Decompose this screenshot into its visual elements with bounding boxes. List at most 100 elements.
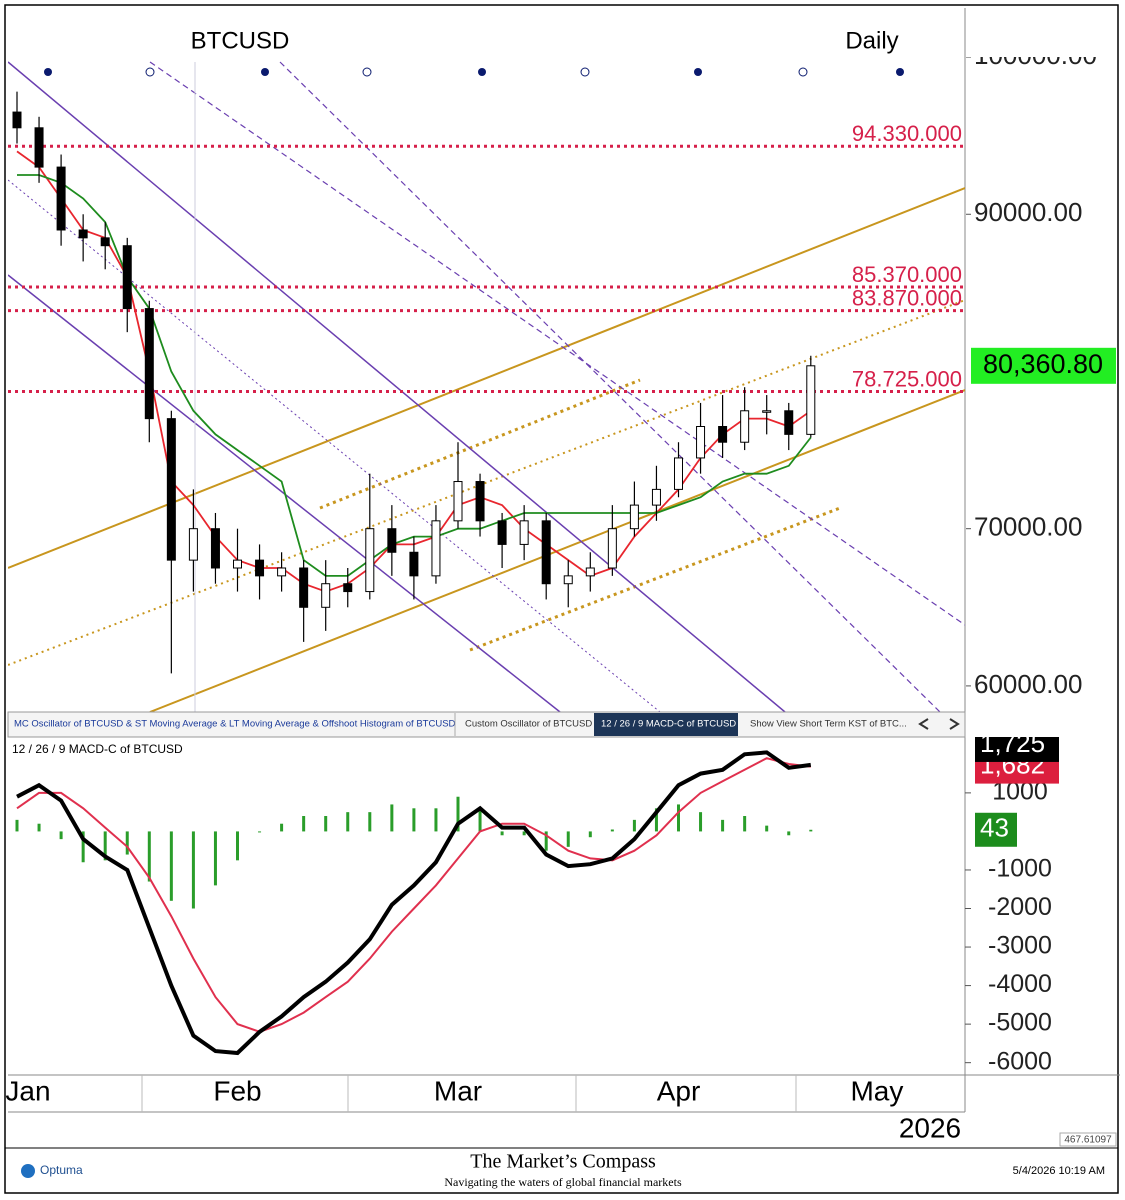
x-tick-label: Apr	[657, 1075, 701, 1106]
tab[interactable]: Custom Oscillator of BTCUSD	[465, 719, 592, 730]
candle-body	[233, 559, 242, 569]
macd-title: 12 / 26 / 9 MACD-C of BTCUSD	[12, 742, 183, 756]
price-axis: 60000.00 70000.00 90000.00 100000.00	[966, 40, 1097, 699]
tab[interactable]: 12 / 26 / 9 MACD-C of BTCUSD	[601, 719, 736, 730]
histogram-bar	[654, 808, 658, 832]
y-tick-label: -3000	[988, 932, 1052, 960]
candle-body	[409, 551, 419, 577]
histogram-bar	[368, 812, 372, 832]
candle-body	[453, 481, 463, 522]
candle-body	[277, 567, 287, 577]
histogram-bar	[456, 796, 460, 832]
candle-body	[100, 237, 110, 247]
brand-icon	[21, 1164, 35, 1178]
tab-bar	[7, 711, 966, 738]
candle-body	[365, 528, 375, 593]
tab-prev[interactable]	[918, 718, 929, 730]
candle-body	[762, 410, 772, 413]
candle-body	[321, 583, 331, 608]
symbol-title: BTCUSD	[191, 27, 290, 54]
histogram-bar	[213, 831, 217, 886]
candle-body	[563, 575, 573, 585]
candle-body	[696, 426, 706, 459]
timestamp: 5/4/2026 10:19 AM	[1013, 1165, 1105, 1177]
candle-body	[431, 520, 441, 577]
histogram-bar	[500, 831, 504, 836]
y-tick-label: -6000	[988, 1047, 1052, 1075]
footer-tagline: Navigating the waters of global financia…	[444, 1175, 682, 1189]
candle-body	[475, 481, 485, 522]
histogram-bar	[346, 812, 350, 832]
line	[16, 757, 811, 1033]
histogram-bar	[412, 808, 416, 832]
candle-body	[784, 410, 794, 435]
candle-body	[12, 111, 22, 129]
histogram-bar	[478, 808, 482, 832]
last-price-label: 80,360.80	[983, 349, 1103, 379]
value-box	[975, 737, 1059, 762]
histogram-bar	[699, 812, 703, 832]
y-tick-label: 90000.00	[974, 197, 1082, 227]
candle-body	[34, 127, 44, 168]
readout-box	[1059, 1132, 1117, 1147]
month-separators	[141, 1075, 797, 1112]
brand: Optuma	[40, 1163, 83, 1177]
histogram-bar	[169, 831, 173, 901]
y-tick-label: -4000	[988, 970, 1052, 998]
candle-body	[144, 308, 154, 420]
candle-body	[210, 528, 220, 569]
y-tick-label: 70000.00	[974, 512, 1082, 542]
histogram-bar	[236, 831, 239, 861]
x-tick-label: May	[850, 1075, 903, 1106]
y-tick-label: 100000.00	[974, 40, 1097, 70]
histogram-bar	[258, 831, 262, 833]
candle-body	[740, 410, 750, 443]
histogram-bar	[125, 831, 129, 855]
histogram-bar	[522, 831, 526, 836]
histogram-bar	[588, 831, 592, 838]
candle-body	[585, 567, 595, 577]
readout: 467.61097	[1064, 1135, 1112, 1146]
level-label: 94.330.000	[852, 121, 962, 146]
histogram-bar	[809, 829, 813, 832]
candle-body	[674, 457, 683, 490]
candle-body	[255, 559, 265, 577]
candle-body	[718, 426, 728, 443]
histogram-bar	[765, 825, 769, 832]
footer-title: The Market’s Compass	[470, 1151, 656, 1173]
last-price-box	[971, 347, 1116, 384]
y-tick-label: 60000.00	[974, 669, 1082, 699]
active-tab[interactable]	[594, 713, 738, 736]
cycle-dots	[44, 67, 904, 77]
line	[16, 750, 812, 1056]
histogram-bar	[566, 831, 570, 847]
histogram-bar	[632, 819, 636, 832]
tab[interactable]: Show View Short Term KST of BTC...	[750, 719, 907, 730]
level-label: 78.725.000	[852, 366, 962, 391]
x-labels: Jan Feb Mar Apr May	[5, 1075, 903, 1106]
histogram-bar	[103, 831, 107, 861]
histogram-bar	[324, 816, 328, 832]
candle-body	[299, 567, 309, 608]
tab-next[interactable]	[949, 718, 960, 730]
histogram-bar	[81, 831, 85, 863]
level-label: 85.370.000	[852, 262, 962, 287]
histogram-bar	[302, 816, 306, 832]
tab[interactable]: MC Oscillator of BTCUSD & ST Moving Aver…	[14, 719, 456, 730]
candle-body	[519, 520, 529, 545]
histogram-bar	[37, 823, 41, 832]
histogram-bar	[59, 831, 63, 840]
value-box	[975, 812, 1017, 847]
histogram-bar	[191, 831, 195, 909]
candle-body	[806, 365, 816, 435]
x-tick-label: Mar	[434, 1075, 482, 1106]
candle-body	[343, 583, 353, 593]
histogram-bar	[434, 808, 438, 832]
value-box-label: 43	[980, 813, 1009, 843]
y-tick-label: -1000	[988, 855, 1052, 883]
histogram-bar	[390, 804, 394, 832]
period-label: Daily	[845, 27, 898, 54]
candle-body	[78, 229, 88, 239]
